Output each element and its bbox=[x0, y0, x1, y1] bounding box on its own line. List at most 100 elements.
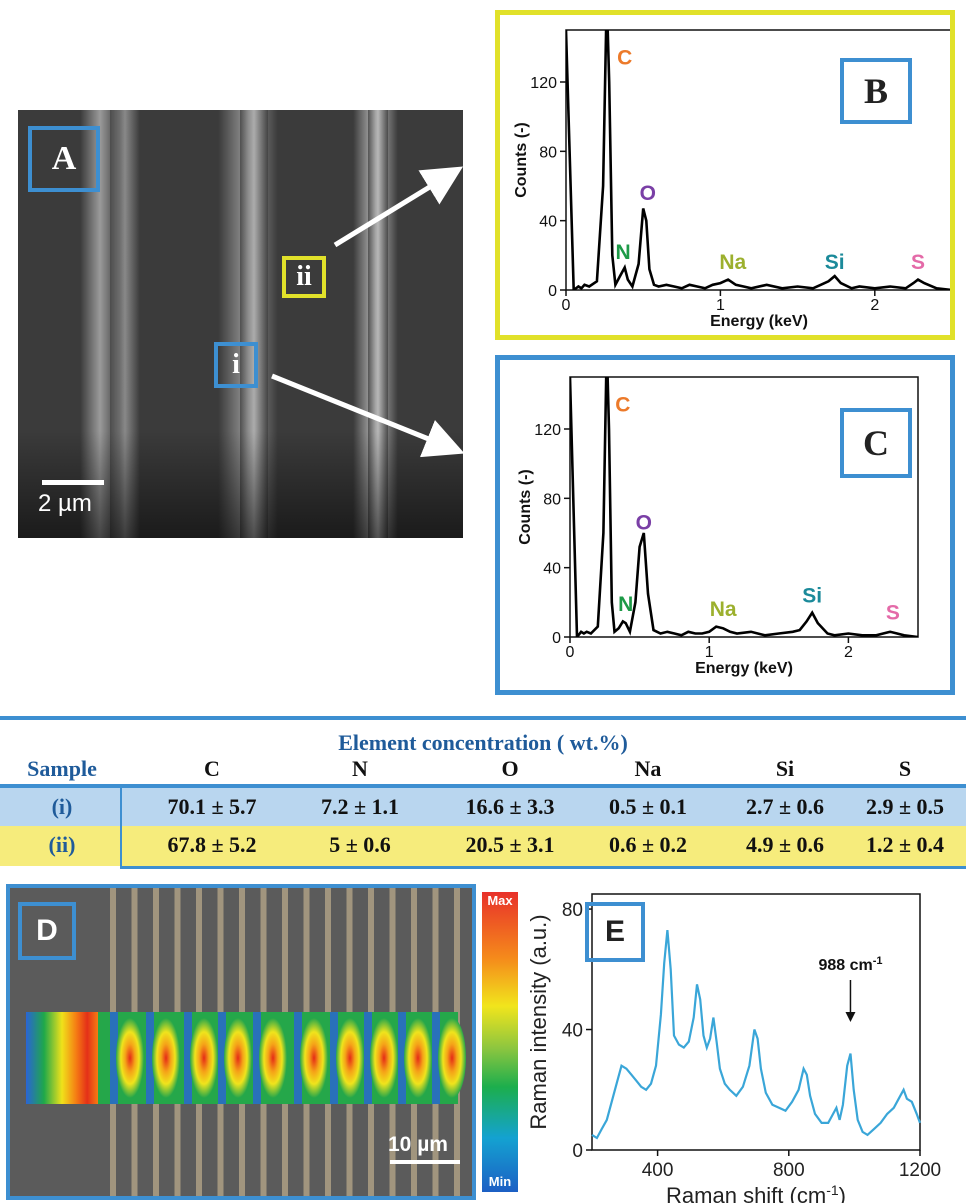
y-axis-title: Counts (-) bbox=[517, 469, 534, 545]
sem-stripes bbox=[18, 110, 463, 538]
element-label-n: N bbox=[618, 593, 633, 616]
element-label-o: O bbox=[640, 182, 656, 205]
table-header-cell: Si bbox=[775, 756, 795, 781]
y-tick-label: 80 bbox=[562, 900, 583, 921]
panel-d-map: D 10 µm bbox=[6, 884, 476, 1200]
table-cell: 7.2 ± 1.1 bbox=[320, 794, 400, 819]
panel-label-c: C bbox=[840, 408, 912, 478]
map-scale-bar-label: 10 µm bbox=[388, 1133, 448, 1156]
table-header-cell: Na bbox=[634, 756, 662, 781]
arrow-ii bbox=[333, 166, 464, 248]
region-ii-marker: ii bbox=[282, 256, 326, 298]
map-hotspot bbox=[336, 1018, 364, 1098]
table-cell: 0.6 ± 0.2 bbox=[608, 832, 688, 857]
element-label-s: S bbox=[886, 602, 900, 625]
table-header-cell: C bbox=[204, 756, 220, 781]
table-row: (i) 70.1 ± 5.7 7.2 ± 1.1 16.6 ± 3.3 0.5 ± 0.… bbox=[0, 788, 966, 826]
map-hotspot bbox=[259, 1018, 287, 1098]
x-tick-label: 400 bbox=[642, 1160, 674, 1181]
plot-frame bbox=[565, 29, 950, 291]
colorbar-min-label: Min bbox=[488, 1174, 512, 1189]
element-label-na: Na bbox=[710, 598, 737, 621]
table-header-cell: S bbox=[898, 756, 912, 781]
y-tick-label: 80 bbox=[543, 491, 561, 508]
x-tick-label: 2 bbox=[870, 297, 879, 314]
map-gap bbox=[364, 1012, 372, 1104]
x-tick-label: 0 bbox=[562, 297, 571, 314]
scale-bar-label: 2 µm bbox=[38, 490, 92, 517]
map-hotspot bbox=[300, 1018, 328, 1098]
map-hotspot bbox=[116, 1018, 144, 1098]
element-label-si: Si bbox=[825, 251, 845, 274]
peak-arrow-head bbox=[845, 1012, 856, 1022]
arrow-i bbox=[271, 373, 465, 458]
y-tick-label: 120 bbox=[534, 422, 561, 439]
map-gap bbox=[294, 1012, 302, 1104]
table-header-cell: N bbox=[352, 756, 368, 781]
x-axis-title: Energy (keV) bbox=[695, 660, 793, 677]
x-tick-label: 0 bbox=[566, 644, 575, 661]
table-cell: 0.5 ± 0.1 bbox=[608, 794, 688, 819]
element-label-o: O bbox=[636, 512, 652, 535]
y-tick-label: 40 bbox=[562, 1021, 583, 1042]
map-gap bbox=[184, 1012, 192, 1104]
table-header-rule bbox=[0, 784, 966, 788]
x-tick-label: 2 bbox=[844, 644, 853, 661]
panel-e-chart: 400 800 1200 0 40 80 Raman intensity (a.u.) Ram… bbox=[526, 893, 941, 1203]
spectrum-line bbox=[570, 377, 918, 637]
element-label-na: Na bbox=[719, 251, 746, 274]
sem-image: A 2 µm ii i bbox=[18, 110, 463, 538]
x-axis-title: Energy (keV) bbox=[710, 313, 808, 330]
map-gap bbox=[432, 1012, 440, 1104]
scale-bar bbox=[42, 480, 104, 485]
table-header-cell: O bbox=[501, 756, 519, 781]
panel-label-e: E bbox=[585, 902, 645, 962]
table-title: Element concentration ( wt.%) bbox=[338, 730, 628, 755]
element-label-n: N bbox=[616, 241, 631, 264]
y-tick-label: 40 bbox=[543, 561, 561, 578]
map-gap bbox=[218, 1012, 226, 1104]
colorbar bbox=[482, 892, 518, 1192]
table-cell: 2.9 ± 0.5 bbox=[865, 794, 945, 819]
spectrum-line bbox=[566, 30, 950, 290]
table-top-rule bbox=[0, 716, 966, 720]
table-sample-cell: (ii) bbox=[48, 832, 76, 857]
table-sample-cell: (i) bbox=[51, 794, 73, 819]
map-hotspot bbox=[190, 1018, 218, 1098]
x-axis-title: Raman shift (cm-1) bbox=[666, 1182, 846, 1203]
map-hotspot bbox=[404, 1018, 432, 1098]
element-label-si: Si bbox=[802, 584, 822, 607]
table-cell: 67.8 ± 5.2 bbox=[167, 832, 257, 857]
element-label-s: S bbox=[911, 251, 925, 274]
map-gap bbox=[110, 1012, 118, 1104]
map-gap bbox=[253, 1012, 261, 1104]
table-header-cell: Sample bbox=[27, 756, 97, 781]
pointer-arrows bbox=[271, 166, 465, 458]
y-tick-label: 80 bbox=[539, 144, 557, 161]
y-tick-label: 0 bbox=[552, 630, 561, 647]
x-tick-label: 1200 bbox=[899, 1160, 941, 1181]
map-gap bbox=[330, 1012, 338, 1104]
peak-annotation: 988 cm-1 bbox=[818, 955, 882, 974]
map-hotspot bbox=[224, 1018, 252, 1098]
element-label-c: C bbox=[615, 394, 630, 417]
x-tick-label: 1 bbox=[705, 644, 714, 661]
map-gap bbox=[398, 1012, 406, 1104]
table-header-row: Sample C N O Na Si S bbox=[0, 756, 966, 784]
map-scale-bar bbox=[390, 1160, 460, 1164]
raman-spectrum-line bbox=[591, 929, 922, 1140]
map-gap bbox=[146, 1012, 154, 1104]
y-tick-label: 0 bbox=[572, 1141, 583, 1162]
y-tick-label: 0 bbox=[548, 283, 557, 300]
x-tick-label: 800 bbox=[773, 1160, 805, 1181]
table-bottom-rule bbox=[120, 866, 966, 869]
map-hotspot bbox=[438, 1018, 466, 1098]
panel-b-frame bbox=[495, 10, 955, 340]
plot-frame bbox=[591, 893, 921, 1151]
element-label-c: C bbox=[617, 47, 632, 70]
map-hotspot bbox=[370, 1018, 398, 1098]
panel-label-b: B bbox=[840, 58, 912, 124]
table-cell: 5 ± 0.6 bbox=[329, 832, 391, 857]
table-cell: 70.1 ± 5.7 bbox=[167, 794, 257, 819]
